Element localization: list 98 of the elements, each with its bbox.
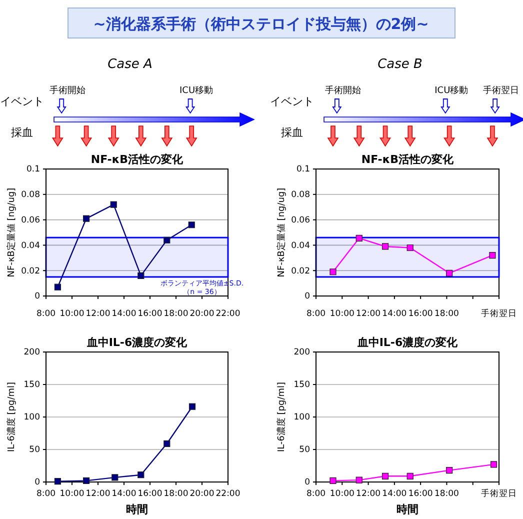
x-tick-label: 10:00: [60, 309, 84, 320]
point: [382, 472, 389, 480]
x-tick-label: 18:00: [434, 489, 459, 500]
x-tick-label: 16:00: [408, 309, 433, 320]
y-tick-label: 0.1: [26, 164, 40, 175]
x-tick-label: 8:00: [306, 309, 326, 320]
y-tick-label: 0.08: [21, 190, 40, 200]
point: [330, 477, 336, 484]
chart-title: NF-κB活性の変化: [361, 153, 455, 166]
x-tick-label: 10:00: [330, 489, 354, 500]
y-tick-label: 50: [29, 445, 40, 456]
x-tick-label: 18:00: [164, 489, 188, 500]
y-tick-label: 100: [294, 412, 310, 423]
point: [138, 272, 144, 279]
point: [164, 236, 170, 244]
point: [489, 252, 496, 259]
text: 採血: [281, 126, 303, 139]
point: [446, 467, 453, 474]
x-tick-label: 12:00: [356, 309, 381, 320]
chart-title: 血中IL-6濃度の変化: [86, 336, 188, 349]
text: 手術開始: [50, 85, 86, 96]
y-tick-label: 0: [304, 292, 310, 302]
y-tick-label: 100: [24, 412, 40, 423]
x-tick-label: 16:00: [138, 489, 162, 500]
point: [356, 234, 362, 242]
x-tick-label: 18:00: [434, 309, 459, 320]
point: [83, 215, 90, 222]
x-tick-label: 12:00: [356, 489, 381, 500]
y-tick-label: 0: [304, 478, 310, 488]
x-tick-label: 12:00: [86, 309, 110, 320]
point: [138, 472, 144, 478]
text: イベント: [270, 95, 314, 108]
point: [188, 222, 195, 228]
chart-subtitle: Case A: [108, 57, 152, 72]
y-tick-label: 0: [34, 478, 40, 488]
x-tick-label: 8:00: [36, 309, 56, 320]
point: [330, 268, 336, 276]
chart-title: NF-κB活性の変化: [90, 153, 184, 166]
text: 手術開始: [324, 85, 361, 96]
y-tick-label: 0.02: [21, 266, 40, 276]
y-tick-label: 50: [299, 445, 310, 456]
point: [112, 474, 118, 481]
text: イベント: [0, 95, 44, 108]
x-axis-title: 時間: [396, 503, 418, 516]
x-tick-label: 22:00: [216, 489, 240, 500]
y-axis-title: NF-κB定量値 [ng/ug]: [276, 188, 287, 278]
y-tick-label: 200: [24, 348, 40, 358]
point: [446, 270, 453, 276]
text: ICU移動: [434, 85, 468, 96]
x-tick-label: 14:00: [382, 489, 407, 500]
point: [83, 477, 90, 484]
x-tick-label: 12:00: [86, 489, 110, 500]
y-axis-title: IL-6濃度 [pg/ml]: [276, 382, 287, 452]
text: ~消化器系手術（術中ステロイド投与無）の2例~: [93, 15, 429, 33]
y-axis-title: NF-κB定量値 [ng/ug]: [6, 188, 17, 278]
x-tick-label: 8:00: [36, 489, 56, 500]
x-tick-label: 14:00: [112, 309, 136, 320]
point: [490, 461, 498, 468]
chart-subtitle: Case B: [378, 57, 423, 72]
x-tick-label: 20:00: [190, 309, 214, 320]
text: 採血: [11, 126, 33, 139]
text: ICU移動: [180, 85, 214, 96]
x-axis-title: 時間: [126, 503, 148, 516]
x-tick-label: 14:00: [112, 489, 136, 500]
x-tick-label: 14:00: [382, 309, 407, 320]
point: [406, 472, 414, 480]
x-tick-label: 18:00: [164, 309, 188, 320]
x-tick-label: 10:00: [60, 489, 84, 500]
point: [188, 403, 196, 410]
y-tick-label: 200: [294, 348, 310, 358]
chart-title: 血中IL-6濃度の変化: [356, 336, 459, 349]
x-tick-label: 8:00: [306, 489, 326, 500]
point: [54, 284, 61, 290]
y-tick-label: 0.08: [291, 190, 310, 200]
x-tick-label: 手術翌日: [481, 488, 517, 500]
point: [54, 478, 61, 485]
x-tick-label: 10:00: [330, 309, 354, 320]
y-axis-title: IL-6濃度 [pg/ml]: [6, 382, 17, 452]
point: [382, 243, 389, 250]
y-tick-label: 0.1: [296, 164, 310, 175]
x-tick-label: 16:00: [138, 309, 162, 320]
y-tick-label: 0.04: [291, 240, 310, 251]
x-tick-label: 16:00: [408, 489, 433, 500]
x-tick-label: 22:00: [216, 309, 240, 320]
y-tick-label: 150: [294, 380, 310, 390]
text: 手術翌日: [483, 85, 520, 96]
y-tick-label: 150: [24, 380, 40, 390]
x-tick-label: 20:00: [190, 489, 214, 500]
y-tick-label: 0.06: [291, 216, 310, 226]
point: [356, 476, 362, 484]
y-tick-label: 0.02: [291, 266, 310, 276]
y-tick-label: 0.06: [21, 216, 40, 226]
y-tick-label: 0: [34, 292, 40, 302]
point: [110, 201, 117, 208]
y-tick-label: 0.04: [21, 240, 40, 251]
x-tick-label: 手術翌日: [481, 308, 517, 320]
point: [164, 440, 170, 447]
point: [406, 244, 414, 252]
